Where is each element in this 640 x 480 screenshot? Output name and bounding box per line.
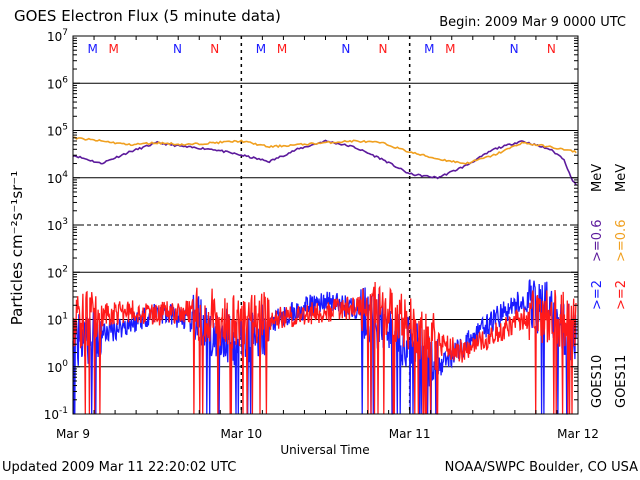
x-tick-label: Mar 12 (557, 427, 599, 441)
series-goes10_high (72, 279, 577, 415)
marker-n: N (173, 42, 182, 56)
x-tick-label: Mar 10 (220, 427, 262, 441)
y-tick-label: 105 (47, 123, 68, 139)
series-goes10_low (72, 139, 577, 186)
marker-m: M (109, 42, 119, 56)
series-goes11_high (72, 281, 577, 415)
marker-n: N (379, 42, 388, 56)
legend-high-energy-1: >=2 (614, 280, 629, 310)
y-tick-label: 10-1 (44, 406, 68, 422)
marker-n: N (547, 42, 556, 56)
legend-low-energy-0: >=0.6 (590, 220, 605, 262)
legend-low-energy-1: >=0.6 (614, 220, 629, 262)
series-layer (72, 136, 577, 415)
marker-m: M (445, 42, 455, 56)
x-axis-label: Universal Time (280, 443, 369, 457)
marker-n: N (210, 42, 219, 56)
marker-m: M (424, 42, 434, 56)
y-tick-label: 103 (47, 217, 68, 233)
legend-unit-0: MeV (590, 164, 605, 192)
y-tick-label: 102 (47, 264, 68, 280)
x-tick-label: Mar 9 (56, 427, 90, 441)
chart-title: GOES Electron Flux (5 minute data) (14, 7, 281, 25)
legend-unit-1: MeV (614, 164, 629, 192)
marker-n: N (510, 42, 519, 56)
x-axis-ticks: Mar 9 Mar 10 Mar 11 Mar 12 (56, 36, 599, 441)
marker-m: M (256, 42, 266, 56)
y-tick-label: 107 (47, 28, 68, 44)
marker-n: N (341, 42, 350, 56)
updated-timestamp: Updated 2009 Mar 11 22:20:02 UTC (2, 460, 237, 475)
legend: GOES10 >=2 >=0.6 MeV GOES11 >=2 >=0.6 MeV (590, 164, 629, 408)
series-goes11_low (72, 136, 577, 165)
y-axis-label: Particles cm⁻²s⁻¹sr⁻¹ (8, 171, 26, 325)
y-tick-label: 101 (47, 312, 68, 328)
legend-satellite-0: GOES10 (590, 355, 605, 408)
grid-layer (73, 36, 578, 414)
agency-credit: NOAA/SWPC Boulder, CO USA (444, 460, 638, 475)
marker-m: M (87, 42, 97, 56)
begin-timestamp: Begin: 2009 Mar 9 0000 UTC (439, 15, 626, 30)
y-tick-label: 100 (47, 359, 68, 375)
marker-m: M (277, 42, 287, 56)
x-tick-label: Mar 11 (389, 427, 431, 441)
y-tick-label: 104 (47, 170, 68, 186)
legend-high-energy-0: >=2 (590, 280, 605, 310)
y-axis-ticks: 10-1 100 101 102 103 104 105 106 107 (44, 28, 578, 422)
y-tick-label: 106 (47, 75, 68, 91)
legend-satellite-1: GOES11 (614, 355, 629, 408)
